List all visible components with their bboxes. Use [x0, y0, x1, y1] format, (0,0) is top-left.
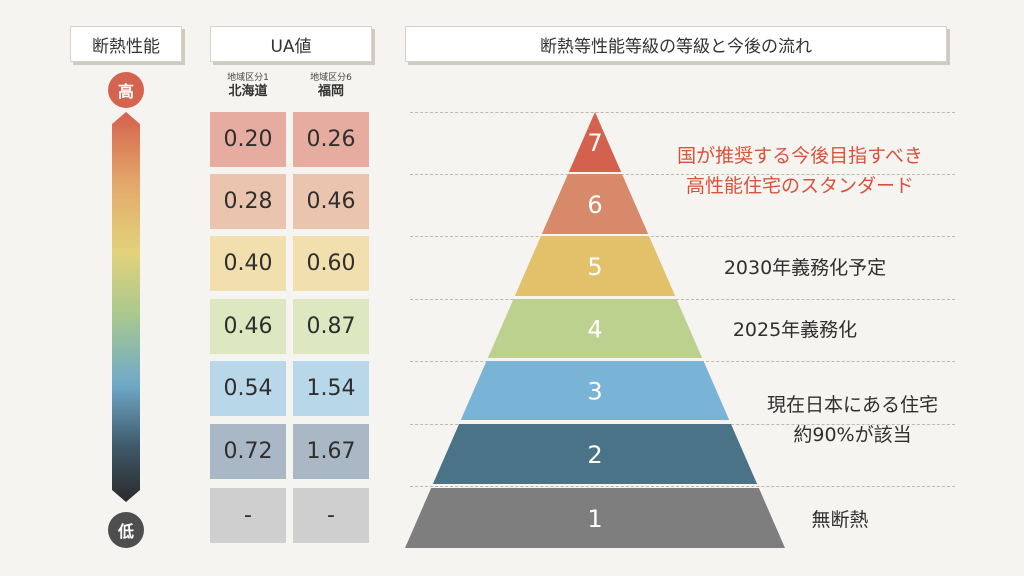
- region-city-label: 福岡: [317, 84, 344, 99]
- region-city-label: 北海道: [228, 84, 268, 99]
- header-grade-flow: 断熱等性能等級の等級と今後の流れ: [405, 26, 947, 62]
- scale-low-label: 低: [117, 522, 134, 541]
- guide-line: [410, 174, 955, 175]
- header-insulation-performance-label: 断熱性能: [92, 36, 160, 57]
- performance-gradient-bar: [112, 112, 140, 502]
- pyramid-tier-1: [405, 488, 785, 548]
- annotation-line: 現在日本にある住宅: [766, 394, 938, 416]
- ua-cell-hokkaido: 0.54: [210, 361, 286, 416]
- grade-pyramid: 7 6 5 4 3 2 1: [405, 112, 785, 548]
- ua-cell-hokkaido: 0.40: [210, 236, 286, 291]
- pyramid-grade-label: 1: [587, 505, 602, 533]
- guide-line: [410, 236, 955, 237]
- pyramid-grade-label: 5: [587, 253, 602, 281]
- pyramid-grade-label: 2: [587, 441, 602, 469]
- scale-low-badge: 低: [108, 512, 144, 548]
- annotation-grade4: 2025年義務化: [732, 319, 858, 341]
- pyramid-tier-3: [460, 361, 730, 420]
- region-fukuoka: 地域区分6 福岡: [293, 72, 369, 100]
- region-hokkaido: 地域区分1 北海道: [210, 72, 286, 100]
- pyramid-grade-label: 4: [587, 316, 602, 344]
- header-ua-value-label: UA値: [270, 36, 312, 57]
- ua-cell-hokkaido: 0.20: [210, 112, 286, 167]
- guide-line: [410, 299, 955, 300]
- ua-cell-hokkaido: 0.46: [210, 299, 286, 354]
- ua-cell-fukuoka: -: [293, 488, 369, 543]
- ua-cell-fukuoka: 1.67: [293, 424, 369, 479]
- guide-line: [410, 112, 955, 113]
- annotation-line: 高性能住宅のスタンダード: [685, 175, 914, 197]
- pyramid-grade-label: 7: [587, 129, 602, 157]
- annotation-grade1: 無断熱: [811, 509, 869, 531]
- annotation-grade5: 2030年義務化予定: [723, 257, 887, 279]
- ua-cell-hokkaido: -: [210, 488, 286, 543]
- pyramid-grade-label: 6: [587, 191, 602, 219]
- guide-line: [410, 486, 955, 487]
- pyramid-tier-4: [487, 299, 703, 358]
- ua-cell-hokkaido: 0.28: [210, 174, 286, 229]
- scale-high-badge: 高: [108, 72, 144, 108]
- region-code-label: 地域区分6: [310, 73, 352, 83]
- ua-cell-fukuoka: 0.26: [293, 112, 369, 167]
- region-code-label: 地域区分1: [227, 73, 269, 83]
- ua-cell-hokkaido: 0.72: [210, 424, 286, 479]
- pyramid-tier-7: [568, 112, 622, 172]
- ua-cell-fukuoka: 0.60: [293, 236, 369, 291]
- ua-cell-fukuoka: 1.54: [293, 361, 369, 416]
- annotation-recommended-standard: 国が推奨する今後目指すべき 高性能住宅のスタンダード: [640, 141, 960, 201]
- header-insulation-performance: 断熱性能: [70, 26, 182, 62]
- header-ua-value: UA値: [210, 26, 372, 62]
- pyramid-tier-5: [514, 236, 676, 296]
- scale-high-label: 高: [117, 82, 134, 101]
- pyramid-tier-2: [432, 424, 758, 484]
- pyramid-tier-6: [541, 174, 649, 234]
- annotation-line: 国が推奨する今後目指すべき: [677, 145, 923, 167]
- header-grade-flow-label: 断熱等性能等級の等級と今後の流れ: [540, 36, 812, 57]
- ua-cell-fukuoka: 0.46: [293, 174, 369, 229]
- ua-cell-fukuoka: 0.87: [293, 299, 369, 354]
- annotation-line: 約90%が該当: [793, 424, 912, 446]
- annotation-grade3: 現在日本にある住宅 約90%が該当: [740, 390, 965, 450]
- pyramid-grade-label: 3: [587, 378, 602, 406]
